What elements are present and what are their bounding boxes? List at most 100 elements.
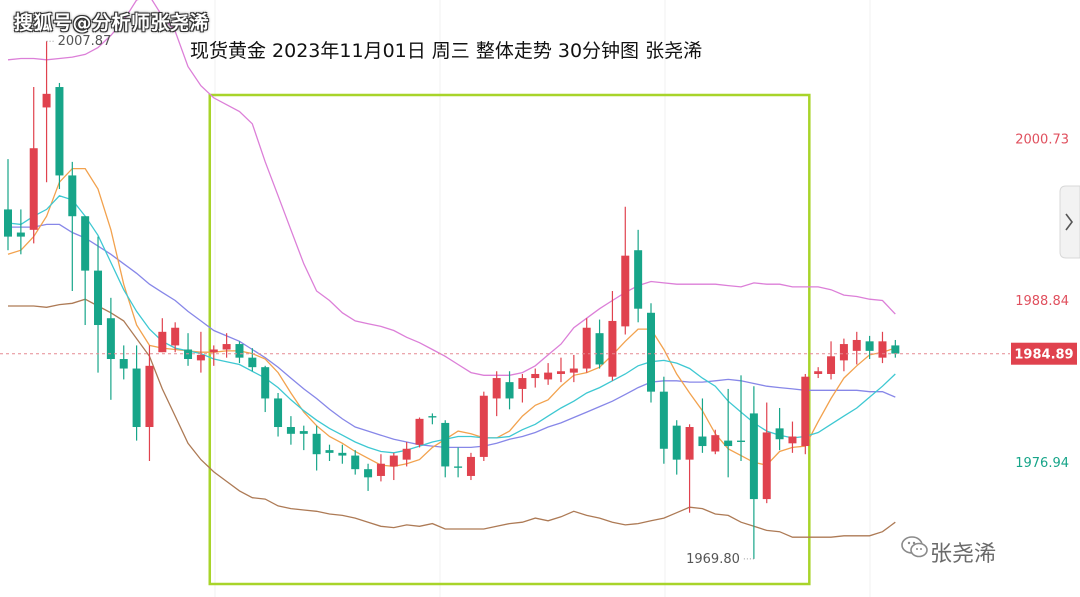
annotation-low-label: 1969.80 xyxy=(686,552,740,567)
indicator-boll_mid xyxy=(8,223,896,449)
candle xyxy=(106,297,115,400)
candle xyxy=(479,391,488,462)
candle-body xyxy=(466,456,475,476)
candle xyxy=(698,398,707,453)
chevron-right-icon xyxy=(1065,213,1073,231)
candle xyxy=(119,345,128,380)
watermark-bottom-right: 张尧浠 xyxy=(930,542,997,567)
candle xyxy=(158,318,167,353)
candle-body xyxy=(569,368,578,373)
candle-body xyxy=(132,368,141,428)
candle-body xyxy=(235,344,244,358)
candle-body xyxy=(42,93,51,108)
candle-body xyxy=(891,345,900,354)
candle xyxy=(647,303,655,403)
price-axis: 2000.73 1988.84 1976.94 1984.89 xyxy=(1011,132,1077,471)
price-annotations: 2007.87 1969.80 xyxy=(46,34,754,567)
candle xyxy=(389,452,398,481)
candle-body xyxy=(248,357,257,368)
candle-body xyxy=(351,455,360,470)
candle-body xyxy=(338,452,347,456)
candle-body xyxy=(325,450,334,453)
y-tick-label: 2000.73 xyxy=(1015,132,1069,147)
expand-panel-handle[interactable] xyxy=(1059,185,1080,259)
candle xyxy=(634,229,643,323)
candle-body xyxy=(711,435,720,452)
candle xyxy=(248,348,257,372)
candle xyxy=(415,417,424,448)
candle xyxy=(94,236,103,373)
candle-body xyxy=(415,418,424,445)
candle xyxy=(351,450,360,475)
candle-body xyxy=(145,365,154,428)
candle-body xyxy=(441,422,450,467)
y-tick-label: 1988.84 xyxy=(1015,294,1069,309)
candle-body xyxy=(286,427,295,434)
candle xyxy=(274,393,283,437)
candle-body xyxy=(865,341,874,351)
candle xyxy=(827,341,836,380)
candle xyxy=(505,371,514,410)
candle-body xyxy=(608,320,617,377)
candle xyxy=(68,161,77,292)
candle xyxy=(196,331,205,373)
candle xyxy=(839,338,848,372)
candle-body xyxy=(428,416,437,418)
candle xyxy=(582,318,591,373)
candle-body xyxy=(518,378,527,389)
candle xyxy=(29,87,38,244)
candle xyxy=(801,373,810,455)
candle-body xyxy=(364,469,373,478)
current-price-badge xyxy=(1011,342,1077,365)
candle xyxy=(184,333,193,366)
candle xyxy=(376,454,385,482)
grid-lines xyxy=(214,0,871,597)
candle-body xyxy=(106,318,115,360)
candle xyxy=(4,159,12,251)
candle-body xyxy=(312,433,321,455)
candle-body xyxy=(698,436,707,447)
candle xyxy=(762,402,771,504)
candle xyxy=(454,447,463,478)
candle-body xyxy=(505,382,514,399)
candle-body xyxy=(402,448,411,460)
candle xyxy=(42,41,51,183)
candle xyxy=(171,322,180,353)
candle-body xyxy=(29,148,38,230)
candle xyxy=(659,376,668,464)
candle xyxy=(338,444,347,464)
candle xyxy=(724,388,733,478)
wechat-icon xyxy=(901,536,928,558)
candle-body xyxy=(788,436,797,444)
candle xyxy=(788,421,797,453)
indicator-lines xyxy=(7,0,896,538)
candle-body xyxy=(196,354,205,361)
candle-body xyxy=(621,255,630,327)
candle xyxy=(711,429,720,455)
watermark-top-left: 搜狐号@分析师张尧浠 xyxy=(14,12,210,34)
candle xyxy=(441,420,450,478)
candle xyxy=(428,413,437,425)
candle-body xyxy=(801,376,810,447)
candle-body xyxy=(454,466,463,468)
candle-body xyxy=(749,413,758,500)
candle xyxy=(775,407,784,451)
candle xyxy=(209,345,218,366)
candle xyxy=(518,373,527,403)
highlight-box-layer xyxy=(208,93,811,586)
candle-body xyxy=(81,216,90,271)
candle-body xyxy=(119,359,128,369)
indicator-ma_fast xyxy=(7,167,896,468)
candle-body xyxy=(737,440,746,442)
chart-title: 现货黄金 2023年11月01日 周三 整体走势 30分钟图 张尧浠 xyxy=(190,40,703,62)
candle xyxy=(595,319,604,369)
candle xyxy=(16,209,25,255)
candle-body xyxy=(659,391,668,449)
candle-body xyxy=(647,312,655,392)
candle xyxy=(531,368,540,388)
candle xyxy=(878,331,887,364)
candle xyxy=(145,345,154,462)
indicator-boll_upper xyxy=(7,0,896,376)
candle xyxy=(685,424,694,513)
